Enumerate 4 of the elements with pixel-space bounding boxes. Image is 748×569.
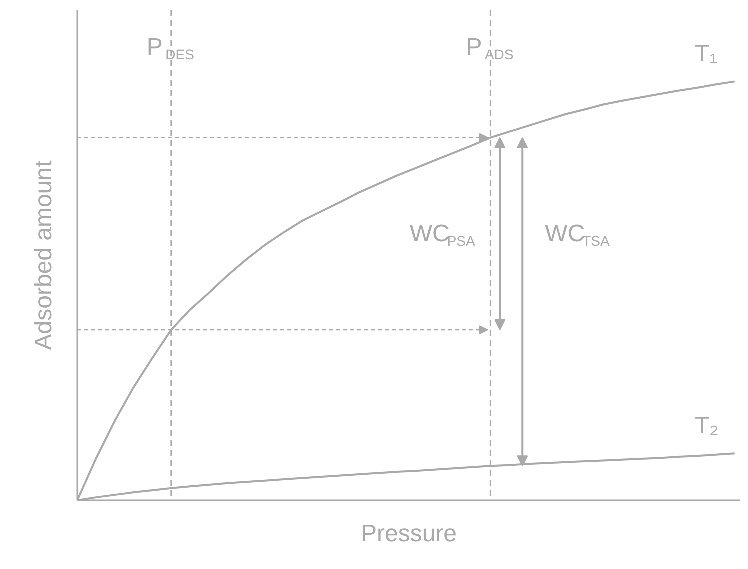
y-axis-title: Adsorbed amount — [30, 160, 58, 350]
series-label: T₂ — [694, 412, 719, 440]
x-axis-title: Pressure — [360, 520, 458, 548]
series-label: T₁ — [694, 40, 718, 68]
